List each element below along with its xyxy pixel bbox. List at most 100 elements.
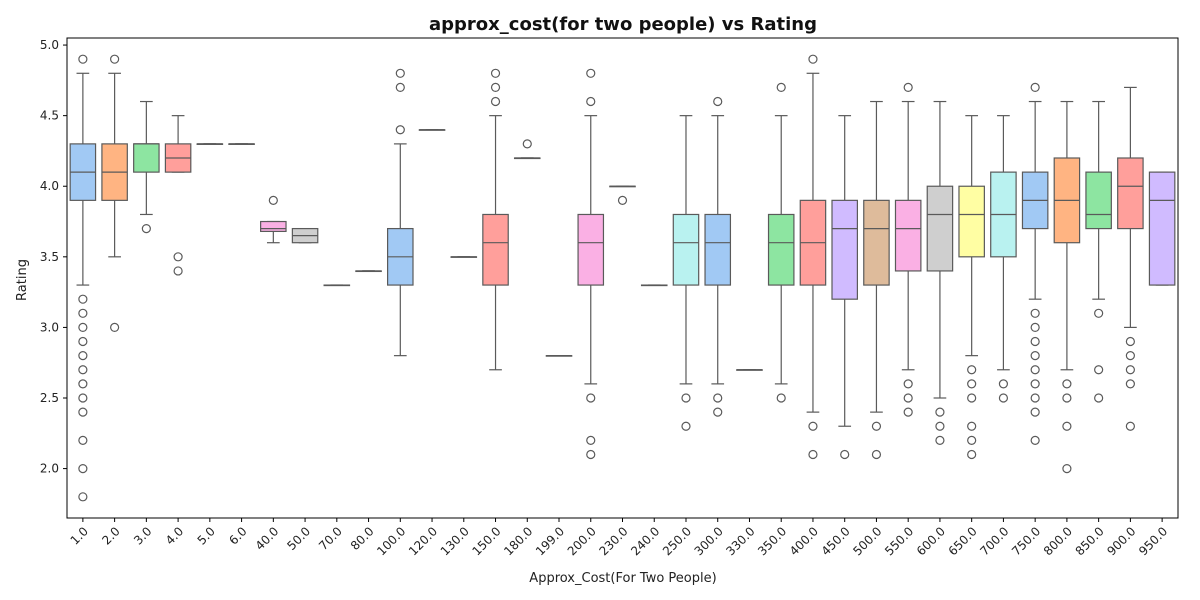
outlier-point [586, 68, 596, 78]
outlier-point [1030, 351, 1040, 361]
outlier-point [871, 449, 882, 460]
box-850.0 [1085, 100, 1112, 403]
box-350.0 [767, 82, 795, 403]
outlier-point [808, 54, 818, 64]
chart-title: approx_cost(for two people) vs Rating [429, 14, 817, 35]
box-550.0 [894, 82, 922, 417]
box-400.0 [799, 54, 827, 460]
outlier-point [78, 435, 88, 445]
box-199.0 [545, 355, 573, 357]
box-800.0 [1053, 100, 1081, 474]
box-180.0 [513, 139, 541, 160]
box-6.0 [228, 143, 255, 145]
outlier-point [586, 393, 596, 403]
box-200.0 [577, 68, 605, 460]
x-tick-label: 4.0 [163, 524, 186, 547]
outlier-point [998, 393, 1009, 403]
box-4.0 [164, 115, 192, 276]
x-tick-label: 230.0 [596, 524, 630, 558]
outlier-point [1030, 435, 1040, 445]
box-body [672, 213, 700, 286]
outlier-point [681, 421, 691, 431]
outlier-point [840, 449, 850, 460]
outlier-point [1062, 463, 1072, 474]
outlier-point [110, 54, 120, 64]
outlier-point [935, 407, 945, 417]
outlier-point [935, 435, 945, 445]
outlier-point [903, 82, 913, 93]
x-tick-label: 800.0 [1041, 524, 1075, 558]
box-80.0 [355, 270, 382, 273]
outlier-point [173, 252, 183, 262]
x-tick-label: 80.0 [348, 524, 377, 553]
x-tick-label: 550.0 [882, 524, 916, 558]
x-tick-label: 3.0 [131, 524, 154, 547]
outlier-point [967, 421, 977, 431]
outlier-point [1125, 336, 1135, 347]
x-tick-label: 240.0 [628, 524, 662, 558]
box-body [482, 213, 509, 286]
outlier-point [1094, 393, 1104, 403]
box-5.0 [196, 143, 224, 145]
box-330.0 [736, 369, 763, 371]
x-tick-label: 850.0 [1073, 524, 1107, 558]
outlier-point [78, 294, 88, 304]
box-body [577, 213, 605, 286]
x-axis-label: Approx_Cost(For Two People) [529, 571, 716, 586]
box-240.0 [640, 284, 668, 287]
outlier-point [490, 96, 501, 107]
x-tick-label: 199.0 [533, 524, 567, 558]
x-tick-label: 250.0 [660, 524, 694, 558]
outlier-point [1125, 421, 1135, 431]
box-body [1085, 171, 1112, 230]
outlier-point [1062, 393, 1072, 403]
outlier-point [395, 125, 405, 135]
outlier-point [78, 336, 88, 347]
x-tick-label: 130.0 [438, 524, 472, 558]
y-axis-label: Rating [15, 259, 30, 301]
outlier-point [1030, 379, 1040, 389]
x-tick-label: 700.0 [977, 524, 1011, 558]
outlier-point [1030, 322, 1040, 333]
outlier-point [967, 365, 977, 375]
outlier-point [490, 82, 501, 93]
outlier-point [78, 351, 88, 361]
outlier-point [141, 223, 151, 234]
x-tick-label: 300.0 [692, 524, 726, 558]
outlier-point [713, 407, 723, 417]
box-950.0 [1148, 171, 1176, 286]
outlier-point [967, 393, 977, 403]
outlier-point [681, 393, 691, 403]
outlier-point [78, 54, 88, 64]
y-tick-label: 3.5 [40, 250, 59, 264]
outlier-point [395, 68, 405, 78]
outlier-point [78, 308, 88, 318]
outlier-point [871, 421, 882, 431]
plot-area: 2.02.53.03.54.04.55.01.0 2.0 3.0 4.0 5.0 6.0 4… [40, 37, 1179, 558]
outlier-point [967, 379, 977, 389]
outlier-point [1030, 393, 1040, 403]
box-1.0 [69, 54, 97, 502]
outlier-point [1125, 351, 1135, 361]
outlier-point [78, 492, 88, 502]
box-300.0 [704, 96, 732, 417]
x-tick-label: 1.0 [68, 524, 91, 547]
outlier-point [903, 393, 913, 403]
outlier-point [78, 322, 88, 333]
box-body [894, 199, 922, 272]
x-tick-label: 600.0 [914, 524, 948, 558]
y-tick-label: 4.5 [40, 109, 59, 123]
outlier-point [490, 68, 501, 78]
outlier-point [1125, 379, 1135, 389]
outlier-point [268, 195, 278, 205]
box-750.0 [1021, 82, 1049, 445]
x-tick-label: 40.0 [253, 524, 282, 553]
y-tick-label: 2.5 [40, 391, 59, 405]
y-tick-label: 3.0 [40, 320, 59, 334]
outlier-point [903, 379, 913, 389]
box-130.0 [450, 256, 478, 258]
box-body [133, 143, 160, 173]
x-tick-label: 950.0 [1136, 524, 1170, 558]
